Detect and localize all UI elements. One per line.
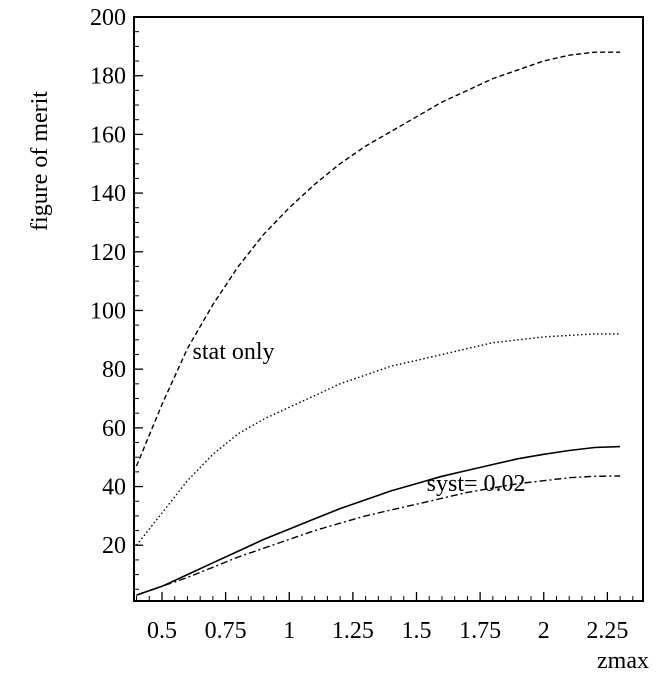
x-tick-label: 2.25 (586, 618, 628, 644)
series-line-dashed (135, 51, 621, 467)
annotations: stat only syst= 0.02 (193, 339, 526, 497)
series-line-solid (136, 445, 621, 596)
x-tick-label: 1.5 (401, 618, 431, 644)
y-tick-label: 20 (102, 533, 126, 559)
y-tick-label: 100 (90, 298, 126, 324)
x-axis-title: zmax (597, 648, 649, 673)
series-line-dotted (135, 333, 621, 546)
y-tick-label: 160 (90, 122, 126, 148)
series-line-dashdot (136, 475, 621, 596)
y-tick-label: 60 (102, 416, 126, 442)
y-tick-label: 120 (90, 240, 126, 266)
x-axis-ticks: 0.5 0.75 1 1.25 1.5 1.75 2 2.25 (136, 592, 634, 644)
x-tick-label: 0.75 (205, 618, 247, 644)
y-tick-label: 140 (90, 181, 126, 207)
y-tick-label: 180 (90, 64, 126, 90)
x-tick-label: 1.25 (332, 618, 374, 644)
y-tick-label: 80 (102, 357, 126, 383)
y-tick-label: 40 (102, 475, 126, 501)
annotation-label: syst= 0.02 (427, 471, 526, 497)
y-axis-ticks: 20 40 60 80 100 120 140 160 180 200 (90, 5, 143, 590)
plot-frame (133, 16, 644, 602)
y-axis-title: figure of merit (27, 91, 53, 231)
x-tick-label: 0.5 (147, 618, 177, 644)
annotation-label: stat only (193, 339, 275, 365)
series-lines (135, 51, 621, 596)
x-tick-label: 2 (538, 618, 550, 644)
x-tick-label: 1 (283, 618, 295, 644)
y-tick-label: 200 (90, 5, 126, 31)
x-tick-label: 1.75 (459, 618, 501, 644)
